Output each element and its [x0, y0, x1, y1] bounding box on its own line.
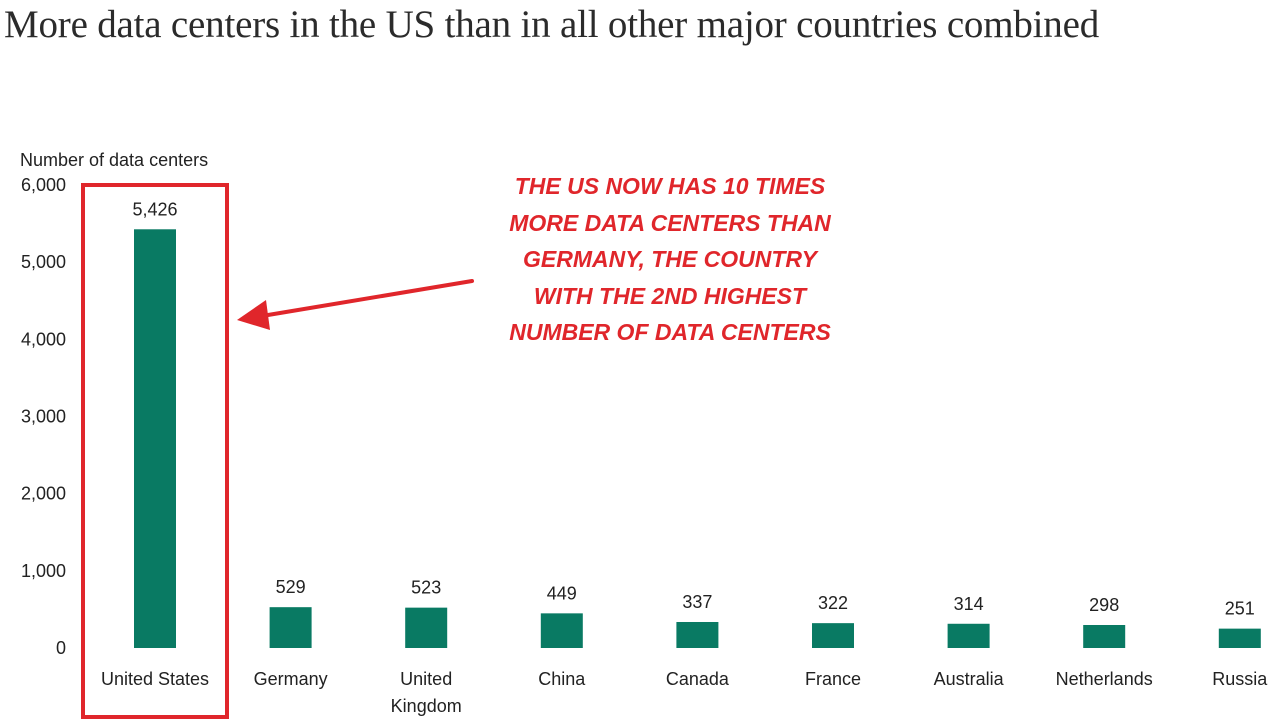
bar [1218, 628, 1261, 648]
x-tick-label: Canada [666, 669, 730, 689]
annotation-line: THE US NOW HAS 10 TIMES [514, 173, 826, 199]
data-label: 314 [954, 594, 984, 614]
bar [405, 607, 448, 648]
highlight-overlay [81, 183, 474, 719]
y-axis: Number of data centers 0 1,000 2,000 3,000 4,… [20, 150, 208, 658]
x-tick-label: United States [101, 669, 209, 689]
annotation-line: WITH THE 2ND HIGHEST [533, 282, 807, 309]
y-tick-label: 4,000 [21, 329, 66, 349]
x-tick-label: Netherlands [1056, 669, 1153, 689]
data-label: 337 [682, 592, 712, 612]
y-tick-label: 2,000 [21, 484, 66, 504]
y-axis-label: Number of data centers [20, 150, 208, 170]
bar [1083, 625, 1126, 648]
bar [269, 607, 312, 648]
x-tick-label: Australia [934, 669, 1005, 689]
x-tick-label: Russia [1212, 669, 1268, 689]
x-tick-label: China [538, 669, 586, 689]
bar [540, 613, 583, 648]
y-tick-label: 5,000 [21, 252, 66, 272]
y-tick-label: 0 [56, 638, 66, 658]
callout-annotation: THE US NOW HAS 10 TIMES MORE DATA CENTER… [470, 168, 870, 351]
y-tick-label: 1,000 [21, 561, 66, 581]
chart-title: More data centers in the US than in all … [4, 3, 1100, 46]
annotation-line: NUMBER OF DATA CENTERS [509, 319, 831, 345]
x-tick-label: France [805, 669, 861, 689]
bars: 5,426 529 523 449 337 322 314 298 251 [132, 199, 1261, 648]
x-axis: United States Germany United Kingdom China Ca… [101, 669, 1268, 716]
highlight-box [81, 183, 229, 719]
data-label: 251 [1225, 599, 1255, 619]
bar [947, 623, 990, 648]
data-label: 5,426 [132, 199, 177, 219]
data-label: 322 [818, 593, 848, 613]
data-label: 529 [276, 577, 306, 597]
x-tick-label: Germany [254, 669, 328, 689]
annotation-line: MORE DATA CENTERS THAN [509, 209, 831, 236]
bar [134, 229, 176, 648]
arrow-head-icon [237, 300, 270, 330]
data-label: 298 [1089, 595, 1119, 615]
arrow-shaft [260, 279, 474, 318]
annotation-line: GERMANY, THE COUNTRY [523, 246, 817, 272]
x-tick-label: United [400, 669, 452, 689]
bar [676, 621, 719, 648]
data-label: 449 [547, 583, 577, 603]
bar [812, 623, 854, 648]
y-tick-label: 6,000 [21, 175, 66, 195]
y-tick-label: 3,000 [21, 407, 66, 427]
x-tick-label: Kingdom [391, 696, 462, 716]
data-label: 523 [411, 578, 441, 598]
